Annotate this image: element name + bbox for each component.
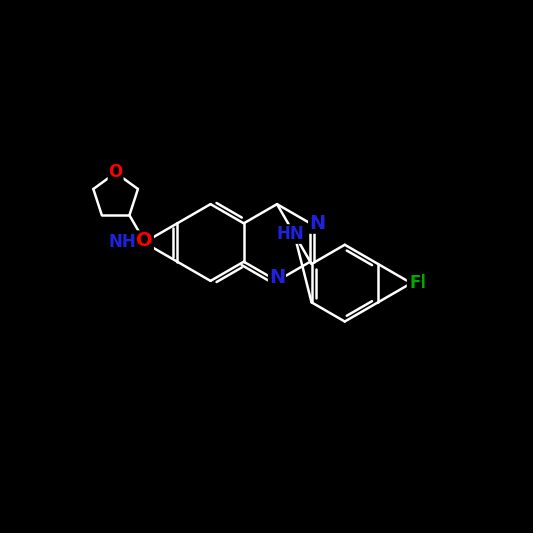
Text: N: N bbox=[309, 214, 325, 233]
Text: N: N bbox=[269, 268, 285, 287]
Text: Cl: Cl bbox=[408, 274, 425, 292]
Text: F: F bbox=[410, 274, 421, 292]
Text: O: O bbox=[136, 231, 153, 251]
Text: O: O bbox=[109, 163, 123, 181]
Text: NH₂: NH₂ bbox=[108, 232, 143, 251]
Text: HN: HN bbox=[276, 225, 304, 243]
